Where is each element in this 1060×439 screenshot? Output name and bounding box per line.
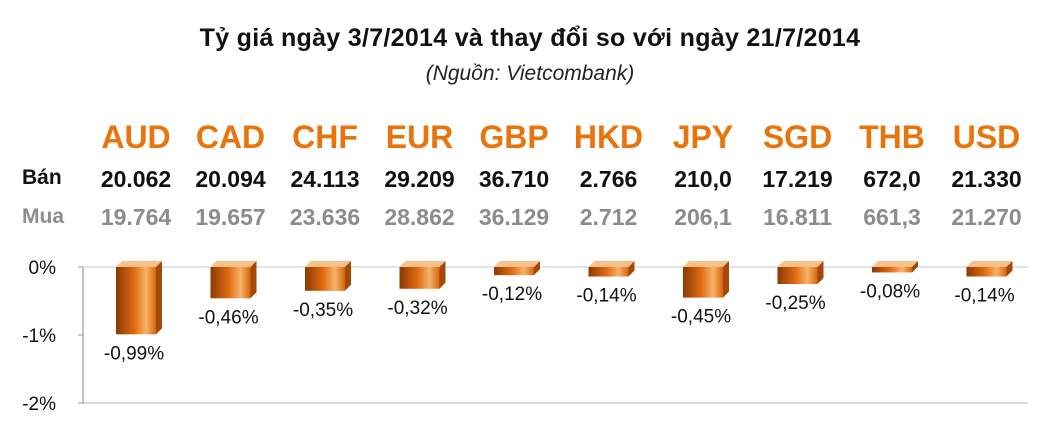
bar-data-label: -0,45% (671, 307, 731, 328)
buy-rate-value: 19.764 (101, 204, 172, 230)
sell-rate-value: 672,0 (863, 166, 921, 192)
bar-top-face (872, 261, 918, 267)
bar-data-label: -0,99% (104, 343, 164, 364)
bar-top-face (399, 261, 446, 267)
bar (494, 267, 534, 276)
bar (683, 267, 723, 298)
bar-top-face (966, 261, 1013, 267)
bar-side-face (817, 261, 824, 284)
currency-label: JPY (673, 119, 733, 155)
bar-top-face (588, 261, 635, 267)
bar (872, 267, 912, 273)
sell-rate-value: 29.209 (384, 166, 454, 192)
y-tick-label: -2% (22, 394, 56, 415)
bar (210, 267, 251, 299)
sell-rate-value: 2.766 (580, 166, 638, 192)
bar-side-face (250, 261, 257, 299)
buy-rate-value: 2.712 (580, 204, 638, 230)
currency-label: GBP (479, 119, 548, 155)
bar (588, 267, 629, 277)
sell-rate-value: 36.710 (479, 166, 549, 192)
y-tick-label: -1% (22, 326, 56, 347)
bar-side-face (534, 261, 540, 276)
bar-top-face (683, 261, 729, 267)
bar-side-face (156, 261, 162, 335)
bar-top-face (210, 261, 257, 267)
bar-side-face (345, 261, 351, 291)
buy-rate-value: 661,3 (863, 204, 921, 230)
sell-rate-value: 20.094 (195, 166, 266, 192)
sell-rate-value: 21.330 (951, 166, 1021, 192)
bar-data-label: -0,32% (387, 298, 447, 319)
sell-rate-value: 210,0 (674, 166, 732, 192)
bar (399, 267, 440, 289)
bar-data-label: -0,25% (765, 293, 825, 314)
table-and-labels: AUD 20.062 19.764 -0,99% CAD 20.094 19.657 -0,4… (101, 119, 1022, 364)
currency-label: AUD (101, 119, 170, 155)
bar-data-label: -0,12% (482, 284, 542, 305)
chart-subtitle: (Nguồn: Vietcombank) (425, 62, 635, 85)
bar-side-face (628, 261, 635, 277)
buy-rate-value: 36.129 (479, 204, 549, 230)
buy-rate-value: 21.270 (951, 204, 1021, 230)
currency-label: EUR (386, 119, 454, 155)
bar-side-face (1006, 261, 1013, 277)
buy-rate-value: 23.636 (290, 204, 360, 230)
bar-top-face (494, 261, 540, 267)
bar (116, 267, 156, 335)
buy-row-label: Mua (22, 205, 64, 228)
bar-data-label: -0,08% (860, 281, 920, 302)
buy-rate-value: 206,1 (674, 204, 732, 230)
bar (966, 267, 1007, 277)
currency-label: CAD (196, 119, 265, 155)
currency-label: THB (859, 119, 925, 155)
bar-side-face (723, 261, 729, 298)
currency-label: HKD (574, 119, 643, 155)
bar-data-label: -0,35% (293, 300, 353, 321)
sell-rate-value: 24.113 (290, 166, 359, 192)
chart-title: Tỷ giá ngày 3/7/2014 và thay đổi so với … (199, 24, 861, 52)
bar-top-face (116, 261, 162, 267)
sell-rate-value: 17.219 (762, 166, 832, 192)
bar-top-face (305, 261, 351, 267)
bar-side-face (912, 261, 918, 273)
sell-rate-value: 20.062 (101, 166, 171, 192)
currency-label: SGD (763, 119, 832, 155)
bar (777, 267, 818, 284)
bar-data-label: -0,46% (198, 307, 258, 328)
currency-label: USD (953, 119, 1021, 155)
bar-side-face (439, 261, 446, 289)
currency-label: CHF (292, 119, 358, 155)
bar (305, 267, 345, 291)
bar-data-label: -0,14% (576, 286, 636, 307)
bars (116, 261, 1013, 335)
bar-data-label: -0,14% (954, 286, 1014, 307)
sell-row-label: Bán (22, 166, 62, 189)
y-axis: 0% -1% -2% (22, 258, 1028, 415)
buy-rate-value: 19.657 (195, 204, 265, 230)
bar-top-face (777, 261, 824, 267)
buy-rate-value: 28.862 (384, 204, 454, 230)
buy-rate-value: 16.811 (763, 204, 832, 230)
y-tick-label: 0% (29, 258, 57, 279)
